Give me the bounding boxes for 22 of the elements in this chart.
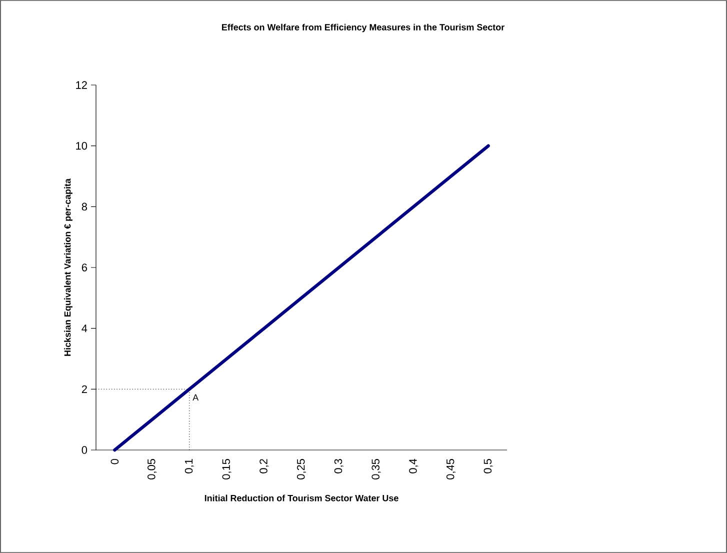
y-tick-label: 12 xyxy=(76,81,87,89)
y-axis-title: Hicksian Equivalent Variation € per-capita xyxy=(64,178,72,356)
x-tick-label: 0,2 xyxy=(260,459,269,474)
x-axis-title: Initial Reduction of Tourism Sector Water Use xyxy=(204,494,398,502)
x-tick-label: 0,4 xyxy=(409,458,418,474)
y-tick-label: 8 xyxy=(82,202,87,211)
x-tick-label: 0,35 xyxy=(372,458,381,480)
x-tick-label: 0,5 xyxy=(484,458,493,474)
y-tick-label: 2 xyxy=(82,385,87,393)
x-tick-label: 0,15 xyxy=(222,458,232,480)
x-tick-label: 0,45 xyxy=(446,458,456,480)
y-tick-label: 6 xyxy=(82,264,87,272)
chart-title: Effects on Welfare from Efficiency Measures in the Tourism Sector xyxy=(222,24,504,32)
x-tick-label: 0,1 xyxy=(184,459,194,474)
x-tick-label: 0,05 xyxy=(148,458,157,480)
x-tick-label: 0 xyxy=(110,458,119,464)
y-tick-label: 0 xyxy=(82,446,88,454)
annotation: A xyxy=(192,394,199,401)
x-tick-label: 0,3 xyxy=(334,459,344,474)
y-tick-label: 10 xyxy=(76,142,88,150)
x-tick-label: 0,25 xyxy=(296,458,306,480)
y-tick-label: 4 xyxy=(82,324,88,332)
